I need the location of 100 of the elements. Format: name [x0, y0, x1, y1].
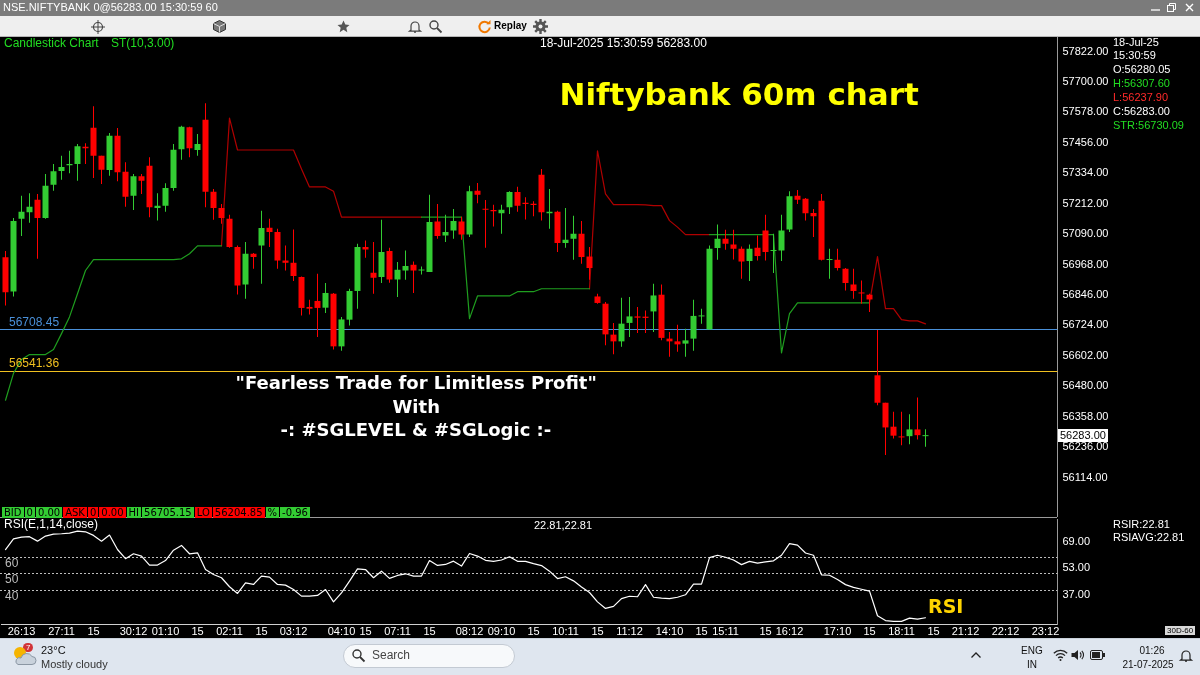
x-tick-label: 17:10 [823, 624, 852, 637]
x-tick-label: 15 [759, 624, 772, 637]
x-tick-label: 15 [695, 624, 708, 637]
y-tick-label: 56724.00 [1062, 318, 1109, 331]
candlestick [898, 411, 905, 446]
text: NSE.NIFTYBANK 0@56283.00 15:30:59 60 [3, 1, 218, 14]
series-label: RSI(E,1,14,close) [4, 517, 99, 532]
candlestick [826, 248, 833, 279]
y-tick-label: 56480.00 [1062, 379, 1109, 392]
text: Niftybank 60m chart [559, 76, 919, 113]
text: C:56283.00 [1113, 105, 1170, 118]
x-tick-label: 23:12 [1031, 624, 1060, 637]
ref-line-label: 50 [5, 572, 19, 587]
annotation: 0 [87, 507, 99, 518]
x-tick-label: 15 [423, 624, 436, 637]
text: Search [372, 648, 411, 663]
y-tick-label: 56114.00 [1062, 470, 1108, 483]
annotation: 18-Jul-2025 15:30:59 56283.00 [540, 36, 707, 51]
x-tick-label: 16:12 [775, 624, 804, 637]
annotation: RSI [928, 595, 964, 618]
y-tick-label: 57822.00 [1062, 44, 1109, 57]
y-tick-label: 53.00 [1062, 561, 1091, 574]
x-tick-label: 15 [863, 624, 876, 637]
y-tick-label: 56846.00 [1062, 287, 1109, 300]
x-tick-label: 10:11 [552, 624, 579, 637]
text: IN [1027, 659, 1037, 671]
ref-line-label: 40 [5, 588, 19, 603]
candlestick [154, 193, 161, 221]
text: O:56280.05 [1113, 63, 1171, 76]
x-tick-label: 18:11 [888, 624, 915, 637]
y-tick-label: 56236.00 [1062, 440, 1109, 453]
annotation: With [392, 396, 440, 418]
annotation: HI [126, 507, 142, 518]
x-tick-label: 15 [359, 624, 372, 637]
text: 30D-60 [1165, 626, 1196, 636]
text: L:56237.90 [1113, 91, 1169, 104]
annotation: -: #SGLEVEL & #SGLogic :- [280, 419, 552, 441]
x-tick-label: 15:11 [712, 624, 739, 637]
ref-line-label: 56708.45 [9, 314, 60, 329]
annotation: 22.81,22.81 [534, 519, 593, 532]
annotation: Candlestick Chart [4, 36, 99, 51]
x-tick-label: 15 [87, 624, 100, 637]
x-tick-label: 15 [927, 624, 940, 637]
x-tick-label: 11:12 [616, 624, 643, 637]
x-tick-label: 15 [191, 624, 204, 637]
annotation: 0 [24, 507, 35, 518]
y-tick-label: 56602.00 [1062, 348, 1109, 361]
candlestick [482, 199, 489, 248]
x-tick-label: 26:13 [7, 624, 36, 637]
x-tick-label: 15 [527, 624, 540, 637]
candlestick [770, 233, 777, 274]
text: RSIAVG:22.81 [1113, 531, 1185, 544]
text: ENG [1021, 645, 1043, 657]
candlestick [282, 245, 289, 271]
candlestick [858, 280, 865, 304]
annotation: ST(10,3.00) [111, 36, 175, 51]
y-tick-label: 69.00 [1062, 535, 1091, 547]
x-tick-label: 21:12 [951, 624, 980, 637]
text: Replay [494, 20, 527, 32]
text: 18-Jul-25 [1113, 36, 1159, 49]
annotation: "Fearless Trade for Limitless Profit" [235, 372, 597, 394]
candlestick [698, 308, 705, 324]
candlestick [562, 207, 569, 248]
text: 23°C [41, 644, 66, 657]
text: 01:26 [1139, 645, 1165, 657]
text: RSIR:22.81 [1113, 518, 1170, 531]
annotation: % [265, 507, 280, 518]
x-tick-label: 07:11 [384, 624, 411, 637]
x-tick-label: 04:10 [327, 624, 356, 637]
text: 56283.00 [1058, 429, 1108, 442]
x-tick-label: 14:10 [655, 624, 684, 637]
text: STR:56730.09 [1113, 119, 1184, 132]
y-tick-label: 56968.00 [1062, 257, 1109, 270]
x-tick-label: 15 [591, 624, 604, 637]
x-tick-label: 09:10 [487, 624, 516, 637]
annotation: BID [2, 507, 24, 518]
candlestick [634, 306, 641, 333]
annotation: ASK [63, 507, 87, 518]
y-tick-label: 57090.00 [1062, 227, 1109, 240]
y-tick-label: 57334.00 [1062, 166, 1109, 179]
x-tick-label: 22:12 [991, 624, 1020, 637]
x-tick-label: 02:11 [216, 624, 243, 637]
y-tick-label: 56358.00 [1062, 409, 1109, 422]
x-tick-label: 01:10 [151, 624, 180, 637]
candlestick [370, 242, 377, 294]
y-tick-label: 57212.00 [1062, 196, 1109, 209]
text: 15:30:59 [1113, 49, 1156, 62]
ref-line-label: 60 [5, 556, 19, 571]
y-tick-label: 57700.00 [1062, 74, 1109, 87]
x-tick-label: 30:12 [119, 624, 148, 637]
annotation: 0.00 [99, 507, 126, 518]
x-tick-label: 03:12 [279, 624, 308, 637]
text: 7 [23, 643, 34, 653]
annotation: 56705.15 [142, 507, 194, 518]
y-tick-label: 37.00 [1062, 587, 1091, 600]
candlestick [922, 429, 929, 447]
text: Mostly cloudy [41, 658, 108, 671]
y-tick-label: 57456.00 [1062, 135, 1109, 148]
text: H:56307.60 [1113, 77, 1170, 90]
x-tick-label: 27:11 [48, 624, 75, 637]
